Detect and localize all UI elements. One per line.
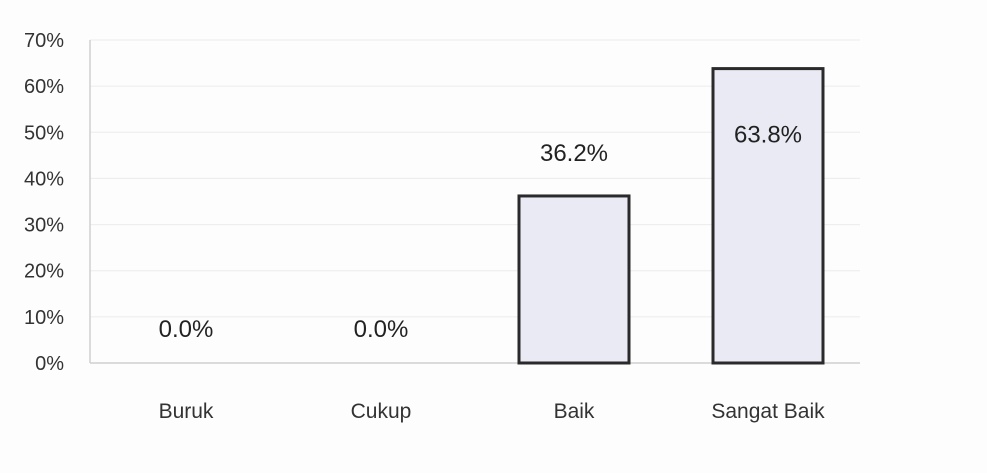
bars	[517, 67, 825, 365]
data-label: 0.0%	[159, 316, 214, 343]
y-tick-label: 10%	[24, 307, 64, 329]
x-tick-label: Cukup	[351, 400, 412, 423]
gridlines	[90, 39, 860, 318]
x-axis: Buruk Cukup Baik Sangat Baik	[159, 400, 826, 423]
bar	[517, 194, 631, 365]
x-tick-label: Buruk	[159, 400, 214, 423]
y-tick-label: 50%	[24, 122, 64, 144]
y-tick-label: 20%	[24, 261, 64, 283]
y-tick-label: 60%	[24, 76, 64, 98]
bar	[711, 67, 825, 365]
y-axis: 0% 10% 20% 30% 40% 50% 60% 70%	[24, 30, 860, 375]
x-tick-label: Baik	[554, 400, 595, 423]
y-tick-label: 40%	[24, 168, 64, 190]
data-label: 36.2%	[540, 140, 608, 167]
y-tick-label: 30%	[24, 215, 64, 237]
data-label: 63.8%	[734, 122, 802, 149]
y-tick-label: 0%	[35, 353, 64, 375]
data-label: 0.0%	[354, 316, 409, 343]
data-labels: 0.0% 0.0% 36.2% 63.8%	[159, 122, 802, 343]
x-tick-label: Sangat Baik	[711, 400, 825, 423]
y-tick-label: 70%	[24, 30, 64, 52]
